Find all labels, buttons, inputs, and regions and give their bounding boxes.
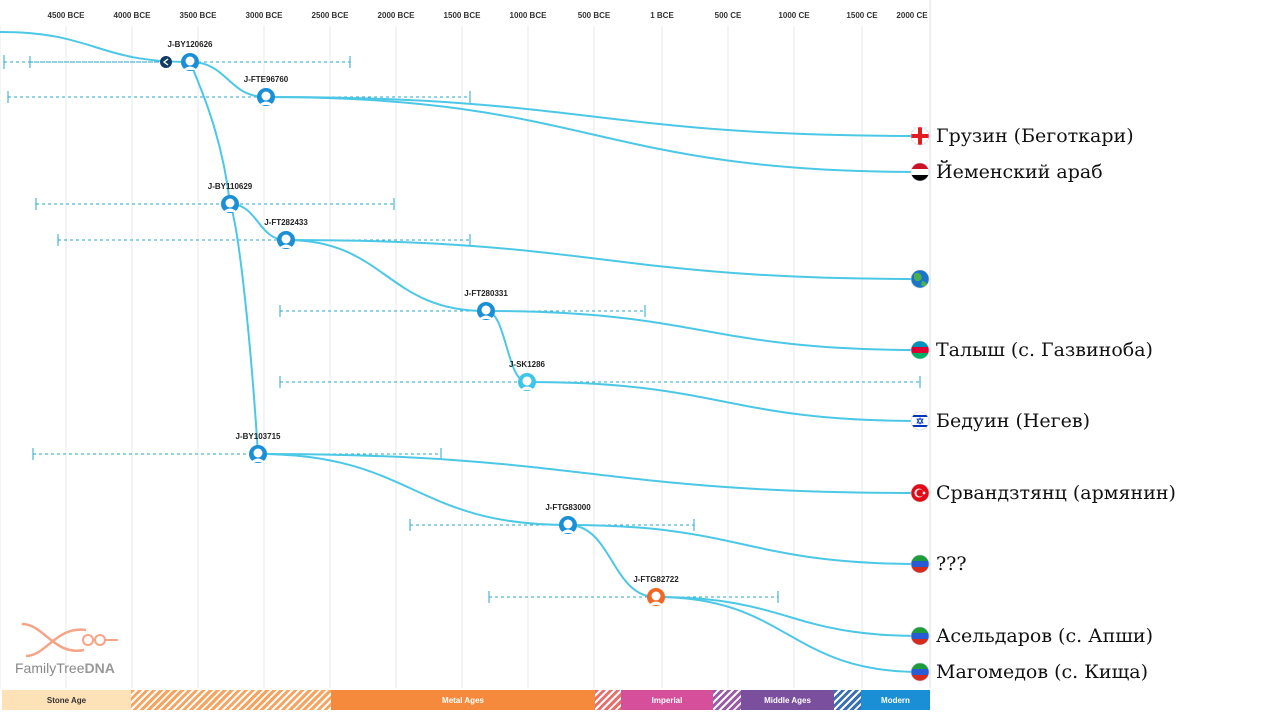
tree-diagram — [0, 0, 931, 688]
era-segment — [595, 690, 621, 710]
haplogroup-node-icon[interactable] — [559, 516, 577, 534]
haplogroup-node-icon[interactable] — [647, 588, 665, 606]
back-arrow-icon[interactable] — [160, 56, 172, 68]
branch-line — [257, 453, 569, 526]
leaf-label: Талыш (с. Газвиноба) — [936, 339, 1153, 361]
familytreedna-logo — [14, 620, 124, 665]
era-segment — [834, 690, 861, 710]
azerbaijan-flag-icon — [910, 340, 930, 360]
era-segment: Modern — [861, 690, 930, 710]
tick-label: 1000 BCE — [509, 11, 547, 20]
node-label: J-BY110629 — [207, 182, 253, 191]
haplogroup-node-icon[interactable] — [249, 445, 267, 463]
dagestan-flag-icon — [910, 626, 930, 646]
leaf-label: Бедуин (Негев) — [936, 410, 1090, 432]
haplogroup-node-icon[interactable] — [277, 231, 295, 249]
leaf-line — [567, 524, 921, 565]
tick-label: 1 BCE — [650, 11, 674, 20]
georgia-flag-icon — [910, 126, 930, 146]
node-label: J-BY103715 — [235, 432, 281, 441]
leaf-label: Срвандзтянц (армянин) — [936, 482, 1176, 504]
leaf-line — [485, 310, 921, 351]
era-segment: Metal Ages — [331, 690, 595, 710]
dagestan-flag-icon — [910, 554, 930, 574]
tick-label: 3000 BCE — [245, 11, 283, 20]
branch-line — [485, 310, 528, 383]
logo-brand-bold: DNA — [84, 660, 115, 676]
branch-line — [229, 203, 259, 455]
node-label: J-FTE96760 — [243, 75, 289, 84]
tick-label: 500 CE — [714, 11, 742, 20]
tick-label: 4500 BCE — [47, 11, 85, 20]
tick-label: 1500 CE — [846, 11, 878, 20]
node-label: J-BY120626 — [167, 40, 213, 49]
leaf-line — [526, 381, 921, 422]
dagestan-flag-icon — [910, 662, 930, 682]
logo-text: FamilyTreeDNA — [15, 660, 115, 676]
tick-label: 2000 BCE — [377, 11, 415, 20]
tick-label: 2500 BCE — [311, 11, 349, 20]
leaf-label: Грузин (Беготкари) — [936, 125, 1134, 147]
node-label: J-FTG82722 — [633, 575, 679, 584]
globe-icon — [910, 269, 930, 289]
haplogroup-node-icon[interactable] — [221, 195, 239, 213]
haplogroup-node-icon[interactable] — [257, 88, 275, 106]
tick-label: 1000 CE — [778, 11, 810, 20]
tick-label: 500 BCE — [577, 11, 611, 20]
era-segment: Imperial — [621, 690, 713, 710]
tick-label: 1500 BCE — [443, 11, 481, 20]
haplogroup-node-icon[interactable] — [477, 302, 495, 320]
leaf-label: Магомедов (с. Кища) — [936, 661, 1148, 683]
era-segment: Middle Ages — [741, 690, 834, 710]
node-label: J-FT282433 — [264, 218, 308, 227]
leaf-label: ??? — [936, 553, 967, 575]
turkey-flag-icon — [910, 483, 930, 503]
branch-line — [189, 61, 267, 98]
era-segment — [713, 690, 741, 710]
leaf-line — [285, 239, 921, 280]
leaf-label: Йеменский араб — [936, 161, 1103, 183]
haplogroup-node-icon[interactable] — [181, 53, 199, 71]
branch-line — [285, 239, 487, 312]
era-segment — [131, 690, 331, 710]
yemen-flag-icon — [910, 162, 930, 182]
tick-label: 4000 BCE — [113, 11, 151, 20]
leaf-line — [265, 96, 921, 137]
era-segment: Stone Age — [2, 690, 131, 710]
branch-line — [0, 31, 191, 63]
tick-label: 3500 BCE — [179, 11, 217, 20]
leaf-line — [257, 453, 921, 494]
branch-line — [567, 524, 657, 598]
leaf-line — [265, 96, 921, 173]
node-label: J-SK1286 — [508, 360, 546, 369]
logo-brand: FamilyTree — [15, 660, 85, 676]
timeline-area: 4500 BCE 4000 BCE 3500 BCE 3000 BCE 2500 BCE… — [0, 0, 931, 710]
leaf-line — [655, 596, 921, 637]
node-label: J-FTG83000 — [545, 503, 591, 512]
leaf-label: Асельдаров (с. Апши) — [936, 625, 1153, 647]
leaf-line — [655, 596, 921, 673]
tick-label: 2000 CE — [896, 11, 928, 20]
israel-flag-icon — [910, 411, 930, 431]
node-label: J-FT280331 — [464, 289, 508, 298]
haplogroup-node-icon[interactable] — [518, 373, 536, 391]
